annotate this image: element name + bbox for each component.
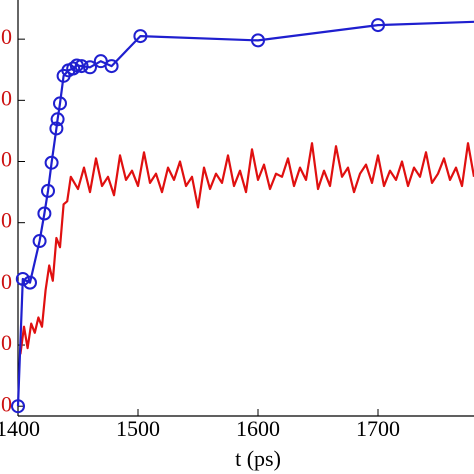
data-point [53,96,67,111]
x-tick-label: 1500 [116,416,160,441]
data-point [37,206,52,221]
data-point [15,271,30,286]
x-tick-label: 1400 [0,416,40,441]
y-tick-label: 0 [1,85,12,110]
x-axis-label: t (ps) [235,446,281,471]
series-line [19,142,474,355]
y-tick-label: 0 [1,330,12,355]
y-tick-label: 0 [1,147,12,172]
data-point [66,61,81,76]
data-point [251,33,265,48]
x-tick-label: 1600 [236,416,280,441]
data-point [50,112,65,127]
y-tick-label: 0 [1,24,12,49]
y-tick-label: 0 [1,269,12,294]
data-point [83,60,97,75]
data-point [133,29,148,44]
data-point [69,58,84,73]
y-tick-label: 0 [1,391,12,416]
series-line [16,20,474,407]
data-point [74,59,89,74]
y-tick-label: 0 [1,208,12,233]
data-point [49,121,64,136]
data-point [32,234,47,249]
data-point [371,18,385,33]
x-tick-label: 1700 [356,416,400,441]
data-point [41,183,55,198]
plot-area [11,18,474,414]
data-point [11,399,25,414]
data-point [23,275,37,290]
data-point [104,59,119,74]
data-point [44,155,59,170]
